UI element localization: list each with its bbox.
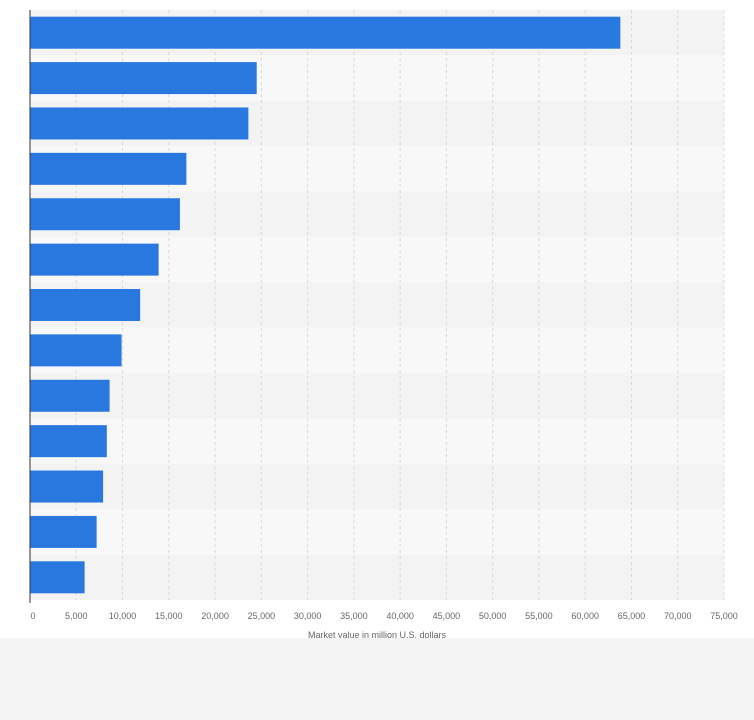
x-tick-label: 0 [30,611,35,621]
x-tick-label: 50,000 [479,611,507,621]
x-tick-label: 25,000 [248,611,276,621]
bar[interactable] [30,289,141,321]
x-tick-label: 35,000 [340,611,368,621]
bar[interactable] [30,152,187,185]
row-band [30,554,724,600]
bar[interactable] [30,107,249,140]
x-tick-label: 65,000 [618,611,646,621]
bar[interactable] [30,515,97,548]
row-band [30,463,724,510]
bar[interactable] [30,334,122,367]
row-band [30,418,724,464]
bar[interactable] [30,16,621,49]
bar[interactable] [30,379,110,412]
footer-band [0,638,754,720]
x-tick-label: 75,000 [710,611,738,621]
bar[interactable] [30,62,257,95]
x-tick-label: 30,000 [294,611,322,621]
x-tick-label: 15,000 [155,611,183,621]
bars [30,16,621,594]
x-tick-label: 45,000 [433,611,461,621]
x-tick-label: 70,000 [664,611,692,621]
x-tick-label: 60,000 [571,611,599,621]
bar[interactable] [30,198,180,231]
bar[interactable] [30,243,159,276]
row-band [30,327,724,374]
x-axis-title: Market value in million U.S. dollars [308,630,447,640]
row-band [30,282,724,328]
row-band [30,509,724,555]
x-tick-label: 20,000 [201,611,229,621]
x-tick-label: 40,000 [386,611,414,621]
bar[interactable] [30,561,85,594]
x-tick-labels: 0 5,000 10,000 15,000 20,000 25,000 30,000 35,0… [30,611,737,621]
gridlines [75,10,725,600]
bar[interactable] [30,425,107,458]
x-tick-label: 5,000 [65,611,88,621]
x-tick-label: 55,000 [525,611,553,621]
x-tick-label: 10,000 [109,611,137,621]
row-band [30,373,724,419]
bar[interactable] [30,470,104,503]
